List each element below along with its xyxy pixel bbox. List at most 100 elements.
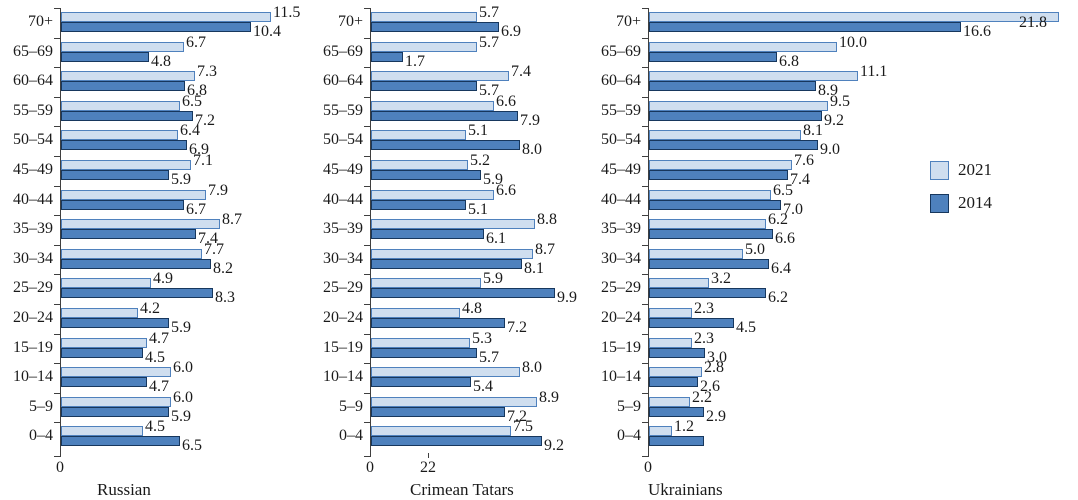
- value-label-2014: 8.1: [524, 259, 544, 277]
- value-label-2014: 9.2: [824, 111, 844, 129]
- category-label: 55–59: [601, 101, 641, 119]
- bar-line-2021: 7.6: [649, 152, 1078, 170]
- category-label: 55–59: [323, 101, 363, 119]
- bar-line-2021: 5.9: [371, 271, 642, 289]
- bar-line-2021: 6.7: [61, 34, 358, 52]
- value-label-2021: 6.5: [182, 92, 202, 110]
- bar-line-2021: 7.9: [61, 182, 358, 200]
- bar-2014: [61, 51, 149, 62]
- age-group-row: 55–59 9.5 9.2: [590, 93, 1078, 129]
- bar-2021: [649, 189, 771, 200]
- value-label-2021: 1.2: [674, 418, 694, 436]
- axis-tick: [642, 96, 649, 98]
- plot-area-row: 5.7 1.7: [364, 34, 642, 69]
- value-label-2021: 8.0: [522, 359, 542, 377]
- bar-2021: [61, 307, 138, 318]
- bar-2021: [371, 248, 533, 259]
- plot-area-row: 4.2 5.9: [54, 299, 358, 335]
- legend-item-2021: 2021: [930, 160, 992, 180]
- value-label-2014: 16.6: [963, 23, 991, 40]
- bar-2014: [371, 22, 499, 32]
- bar-2021: [649, 100, 828, 111]
- plot-area-row: 5.3 5.7: [364, 330, 642, 365]
- value-label-2021: 4.5: [145, 418, 165, 436]
- axis-tick: [642, 215, 649, 217]
- bar-line-2021: 6.4: [61, 123, 358, 141]
- axis-tick: [364, 333, 371, 335]
- plot-area-row: 2.3 4.5: [642, 299, 1078, 335]
- bar-line-2014: 10.4: [61, 22, 358, 40]
- category-label: 70+: [615, 13, 641, 30]
- bar-line-2014: 5.4: [371, 377, 642, 395]
- bar-2014: [371, 317, 505, 328]
- value-label-2014: 2.9: [706, 407, 726, 425]
- value-label-2021: 6.0: [173, 359, 193, 377]
- category-label: 5–9: [29, 397, 53, 415]
- value-label-2014: 7.4: [198, 230, 218, 248]
- plot-area-row: 6.0 4.7: [54, 359, 358, 395]
- bar-line-2021: 8.7: [371, 241, 642, 259]
- bar-line-2014: 16.6: [649, 22, 1078, 40]
- age-group-row: 65–69 6.7 4.8: [2, 34, 358, 69]
- age-group-row: 40–44 6.5 7.0: [590, 182, 1078, 218]
- bar-2014: [649, 199, 781, 210]
- category-label: 50–54: [601, 131, 641, 149]
- plot-area-row: 6.4 6.9: [54, 123, 358, 158]
- category-label: 50–54: [13, 131, 53, 149]
- bar-line-2021: 2.3: [649, 330, 1078, 348]
- axis-tick: [54, 274, 61, 276]
- plot-area-row: 8.7 7.4: [54, 212, 358, 248]
- legend-swatch-2021: [930, 160, 949, 180]
- bar-line-2014: 9.0: [649, 140, 1078, 158]
- category-label: 10–14: [13, 368, 53, 386]
- category-label: 65–69: [13, 42, 53, 60]
- bar-2021: [649, 367, 702, 378]
- axis-tick: [642, 392, 649, 394]
- bar-2021: [371, 337, 470, 348]
- axis-tick: [642, 37, 649, 39]
- bar-line-2014: 8.0: [371, 140, 642, 158]
- bar-line-2014: 3.0: [649, 347, 1078, 365]
- value-label-2021: 7.9: [208, 181, 228, 199]
- plot-area-row: 4.5 6.5: [54, 418, 358, 454]
- bar-2014: [61, 110, 193, 121]
- plot-area-row: 10.0 6.8: [642, 34, 1078, 69]
- value-label-2021: 4.2: [140, 299, 160, 317]
- axis-tail: [642, 451, 1078, 457]
- value-label-2014: 7.0: [783, 200, 803, 218]
- value-label-2014: 6.4: [771, 259, 791, 277]
- bar-line-2014: 2.9: [649, 406, 1078, 424]
- bar-line-2014: 5.9: [371, 169, 642, 187]
- bar-2014: [61, 317, 169, 328]
- axis-tick: [54, 363, 61, 365]
- category-label: 65–69: [601, 42, 641, 60]
- value-label-2014: 5.4: [473, 378, 493, 396]
- axis-tick: [364, 392, 371, 394]
- bar-2021: [649, 248, 743, 259]
- bar-2021: [649, 41, 837, 52]
- bar-line-2021: 5.0: [649, 241, 1078, 259]
- bar-2021: [61, 367, 171, 378]
- category-label: 0–4: [617, 427, 641, 445]
- axis-tick: [642, 333, 649, 335]
- age-group-row: 70+ 21.8 16.6: [590, 8, 1078, 40]
- value-label-2021: 2.3: [694, 299, 714, 317]
- bar-line-2014: 8.9: [649, 81, 1078, 99]
- axis-tick: [364, 422, 371, 424]
- bar-line-2021: 5.2: [371, 152, 642, 170]
- bar-2014: [61, 169, 169, 180]
- axis-tick: [54, 185, 61, 187]
- axis-tick: [642, 422, 649, 424]
- bar-2014: [371, 110, 518, 121]
- bar-2014: [61, 406, 169, 417]
- bar-line-2021: 6.2: [649, 212, 1078, 230]
- bar-line-2014: 2.6: [649, 377, 1078, 395]
- bar-line-2021: 8.0: [371, 360, 642, 378]
- plot-area-row: 6.5 7.2: [54, 92, 358, 128]
- value-label-2021: 8.8: [537, 211, 557, 229]
- bar-line-2021: 6.6: [371, 93, 642, 111]
- category-label: 25–29: [323, 279, 363, 297]
- value-label-2014: 8.9: [818, 82, 838, 100]
- bar-2021: [371, 159, 468, 170]
- chart-title: Ukrainians: [648, 479, 723, 499]
